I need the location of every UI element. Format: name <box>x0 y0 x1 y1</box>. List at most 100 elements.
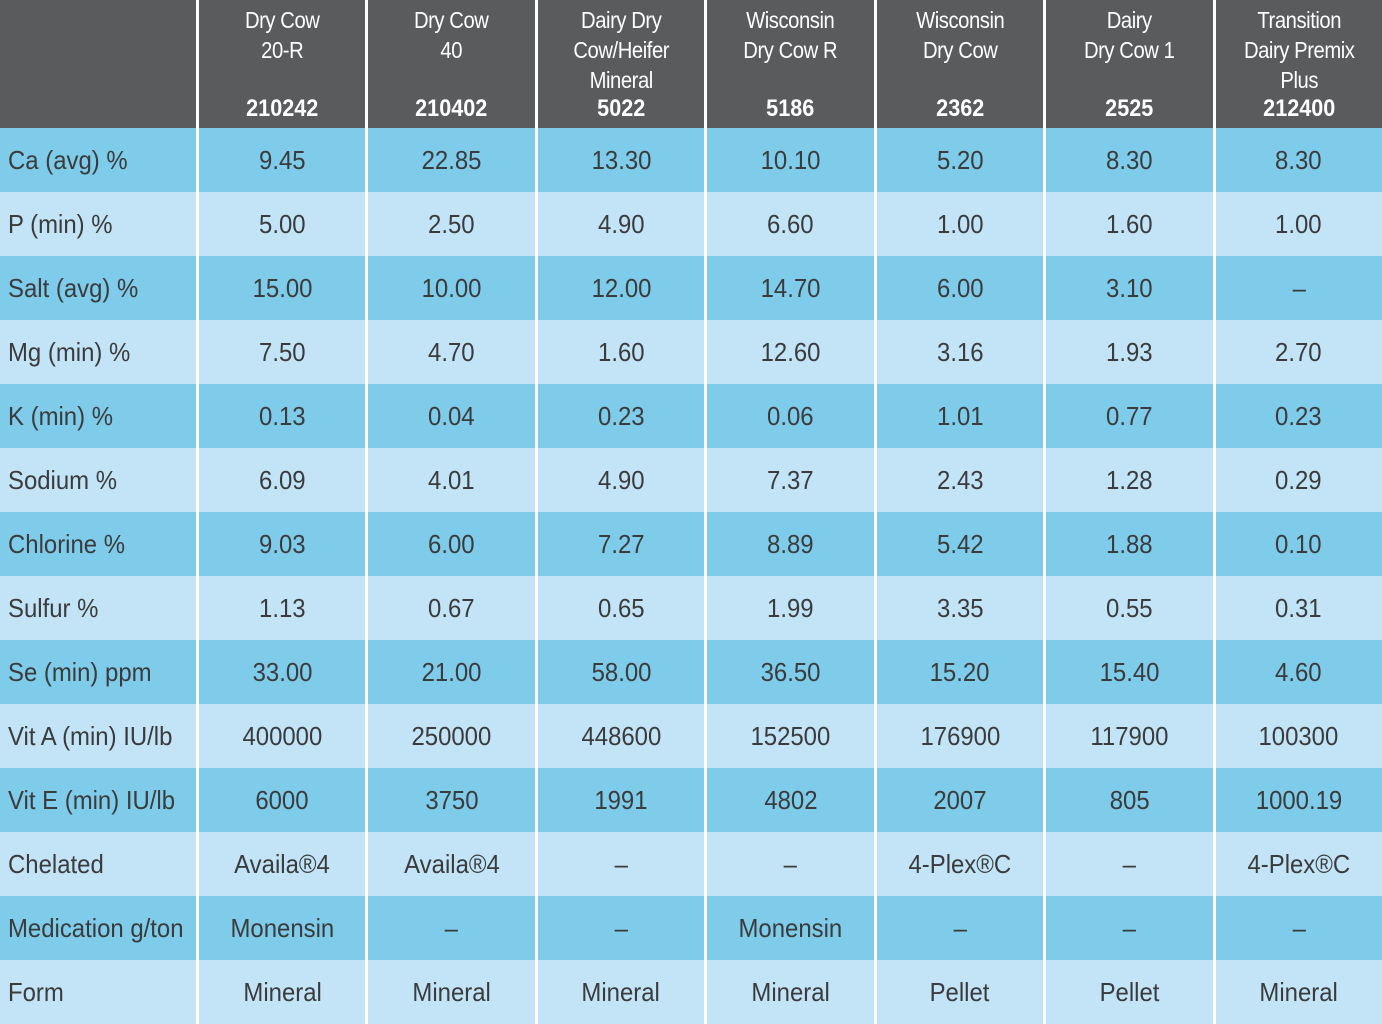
value-cell: Mineral <box>365 960 535 1024</box>
value-cell: 5.42 <box>873 512 1044 576</box>
value-cell: 4.90 <box>534 192 705 256</box>
table-row: P (min) % 5.00 2.50 4.90 6.60 1.00 1.60 1.00 <box>0 192 1382 256</box>
value-cell: 58.00 <box>534 640 705 704</box>
table-row: Sodium % 6.09 4.01 4.90 7.37 2.43 1.28 0.29 <box>0 448 1382 512</box>
cell-value: 1.00 <box>936 208 984 239</box>
value-cell: 8.89 <box>704 512 874 576</box>
cell-value: – <box>614 848 628 879</box>
cell-value: 0.10 <box>1275 528 1323 559</box>
cell-value: Monensin <box>738 912 843 943</box>
table-row: Vit E (min) IU/lb 6000 3750 1991 4802 2007 805… <box>0 768 1382 832</box>
cell-value: 6.00 <box>428 528 475 559</box>
value-cell: 1.93 <box>1043 320 1213 384</box>
cell-value: – <box>1292 912 1306 943</box>
cell-value: 100300 <box>1258 720 1339 751</box>
value-cell: 3750 <box>365 768 535 832</box>
value-cell: 10.00 <box>365 256 535 320</box>
value-cell: 400000 <box>196 704 366 768</box>
value-cell: 0.13 <box>196 384 366 448</box>
cell-value: 1.93 <box>1106 336 1153 367</box>
cell-value: 3.10 <box>1106 272 1153 303</box>
value-cell: 0.77 <box>1043 384 1213 448</box>
cell-value: Pellet <box>930 976 990 1007</box>
row-label: Vit E (min) IU/lb <box>8 784 176 815</box>
product-name-line: Dry Cow R <box>743 37 838 63</box>
product-name-line: 40 <box>440 37 463 63</box>
product-name-line: Wisconsin <box>746 7 835 33</box>
value-cell: 1.00 <box>873 192 1044 256</box>
row-label: Medication g/ton <box>8 912 184 943</box>
value-cell: 13.30 <box>534 128 705 192</box>
cell-value: 0.55 <box>1106 592 1153 623</box>
product-header: Wisconsin Dry Cow 2362 <box>873 0 1044 128</box>
cell-value: Mineral <box>1259 976 1338 1007</box>
cell-value: – <box>1122 912 1136 943</box>
value-cell: 6000 <box>196 768 366 832</box>
value-cell: Pellet <box>873 960 1044 1024</box>
value-cell: 6.60 <box>704 192 874 256</box>
value-cell: 0.55 <box>1043 576 1213 640</box>
value-cell: 6.00 <box>365 512 535 576</box>
row-label: Ca (avg) % <box>8 144 128 175</box>
product-name-line: Mineral <box>589 67 653 93</box>
value-cell: – <box>873 896 1044 960</box>
product-code: 2362 <box>935 95 984 122</box>
cell-value: 15.40 <box>1099 656 1160 687</box>
product-name-line: Dry Cow <box>244 7 320 33</box>
row-label: Se (min) ppm <box>8 656 152 687</box>
value-cell: 0.29 <box>1212 448 1382 512</box>
value-cell: 1.99 <box>704 576 874 640</box>
cell-value: 8.30 <box>1275 144 1323 175</box>
row-label-cell: Vit A (min) IU/lb <box>0 704 197 768</box>
value-cell: 448600 <box>534 704 705 768</box>
table-row: Sulfur % 1.13 0.67 0.65 1.99 3.35 0.55 0.31 <box>0 576 1382 640</box>
cell-value: 2.43 <box>936 464 984 495</box>
value-cell: 33.00 <box>196 640 366 704</box>
cell-value: 805 <box>1109 784 1150 815</box>
value-cell: 1991 <box>534 768 705 832</box>
value-cell: 2.70 <box>1212 320 1382 384</box>
value-cell: 2.50 <box>365 192 535 256</box>
cell-value: 448600 <box>581 720 661 751</box>
cell-value: 13.30 <box>591 144 652 175</box>
product-name-line: Transition <box>1256 7 1341 33</box>
cell-value: 22.85 <box>421 144 482 175</box>
value-cell: – <box>704 832 874 896</box>
product-name-line: Dry Cow <box>922 37 998 63</box>
cell-value: 1.88 <box>1106 528 1153 559</box>
product-header: Wisconsin Dry Cow R 5186 <box>704 0 874 128</box>
cell-value: 4-Plex®C <box>908 848 1012 879</box>
value-cell: 805 <box>1043 768 1213 832</box>
value-cell: 1.13 <box>196 576 366 640</box>
row-label-cell: Chelated <box>0 832 197 896</box>
row-label: Form <box>8 976 64 1007</box>
value-cell: 3.10 <box>1043 256 1213 320</box>
value-cell: 4-Plex®C <box>873 832 1044 896</box>
cell-value: 36.50 <box>760 656 821 687</box>
value-cell: 0.23 <box>1212 384 1382 448</box>
cell-value: – <box>953 912 967 943</box>
value-cell: 0.65 <box>534 576 705 640</box>
value-cell: 1.60 <box>1043 192 1213 256</box>
cell-value: 10.00 <box>421 272 482 303</box>
cell-value: Mineral <box>243 976 322 1007</box>
cell-value: – <box>614 912 628 943</box>
cell-value: 1000.19 <box>1255 784 1343 815</box>
cell-value: 1.60 <box>597 336 645 367</box>
value-cell: 7.27 <box>534 512 705 576</box>
cell-value: 7.37 <box>767 464 814 495</box>
cell-value: 9.45 <box>258 144 306 175</box>
cell-value: Mineral <box>412 976 491 1007</box>
cell-value: Pellet <box>1099 976 1160 1007</box>
value-cell: 4.60 <box>1212 640 1382 704</box>
product-code: 5022 <box>597 95 646 122</box>
value-cell: – <box>365 896 535 960</box>
cell-value: – <box>1122 848 1136 879</box>
product-code: 5186 <box>766 95 815 122</box>
value-cell: – <box>534 896 705 960</box>
cell-value: – <box>783 848 798 879</box>
row-label-cell: Salt (avg) % <box>0 256 197 320</box>
cell-value: Availa®4 <box>234 848 331 879</box>
row-label: Sulfur % <box>8 592 99 623</box>
